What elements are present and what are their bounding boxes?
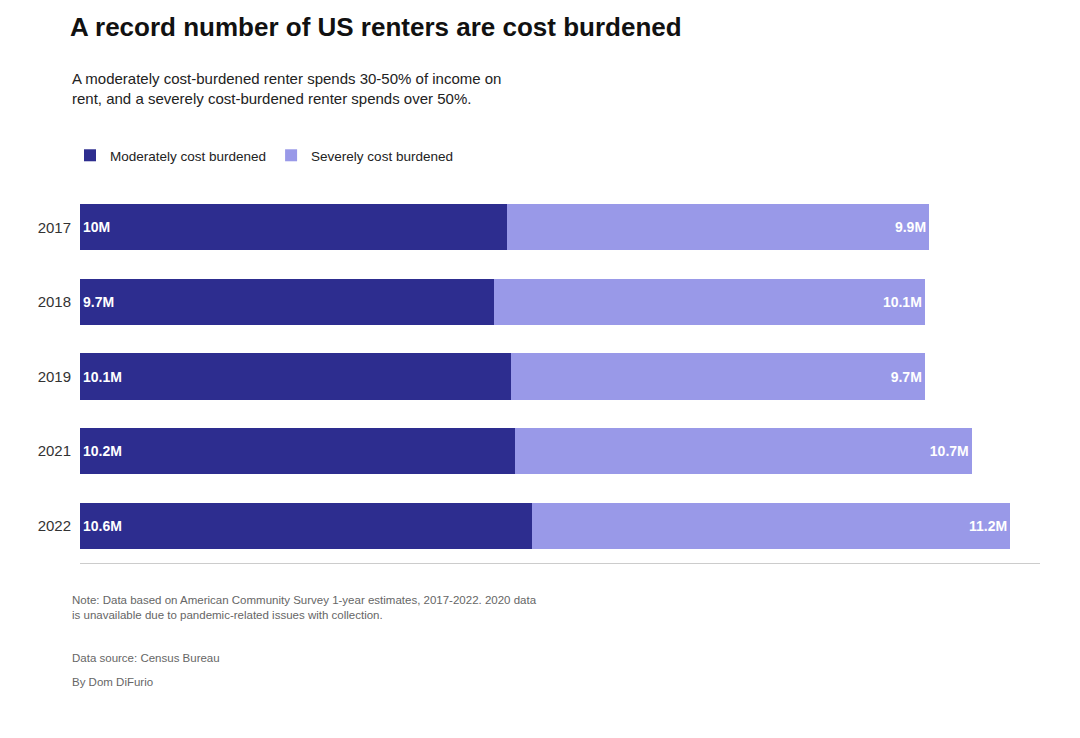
svg-text:2017: 2017 [38, 219, 71, 236]
svg-text:By Dom DiFurio: By Dom DiFurio [72, 676, 153, 688]
svg-text:11.2M: 11.2M [969, 518, 1007, 534]
svg-text:9.9M: 9.9M [895, 219, 926, 235]
svg-text:Note: Data based on American C: Note: Data based on American Community S… [72, 594, 537, 621]
svg-text:9.7M: 9.7M [891, 369, 922, 385]
svg-text:A moderately cost-burdened ren: A moderately cost-burdened renter spends… [72, 70, 501, 107]
svg-text:10.1M: 10.1M [83, 369, 122, 385]
svg-text:A record number of US renters: A record number of US renters are cost b… [70, 12, 682, 42]
svg-text:Severely cost burdened: Severely cost burdened [311, 149, 453, 164]
svg-text:Moderately cost burdened: Moderately cost burdened [110, 149, 266, 164]
svg-text:10M: 10M [83, 219, 110, 235]
svg-text:10.1M: 10.1M [883, 294, 922, 310]
svg-text:10.6M: 10.6M [83, 518, 122, 534]
svg-text:2019: 2019 [38, 368, 71, 385]
svg-text:2022: 2022 [38, 517, 71, 534]
svg-text:10.2M: 10.2M [83, 443, 122, 459]
svg-text:10.7M: 10.7M [930, 443, 969, 459]
svg-text:2021: 2021 [38, 442, 71, 459]
svg-text:Data source: Census Bureau: Data source: Census Bureau [72, 652, 220, 664]
svg-text:2018: 2018 [38, 293, 71, 310]
svg-text:9.7M: 9.7M [83, 294, 114, 310]
